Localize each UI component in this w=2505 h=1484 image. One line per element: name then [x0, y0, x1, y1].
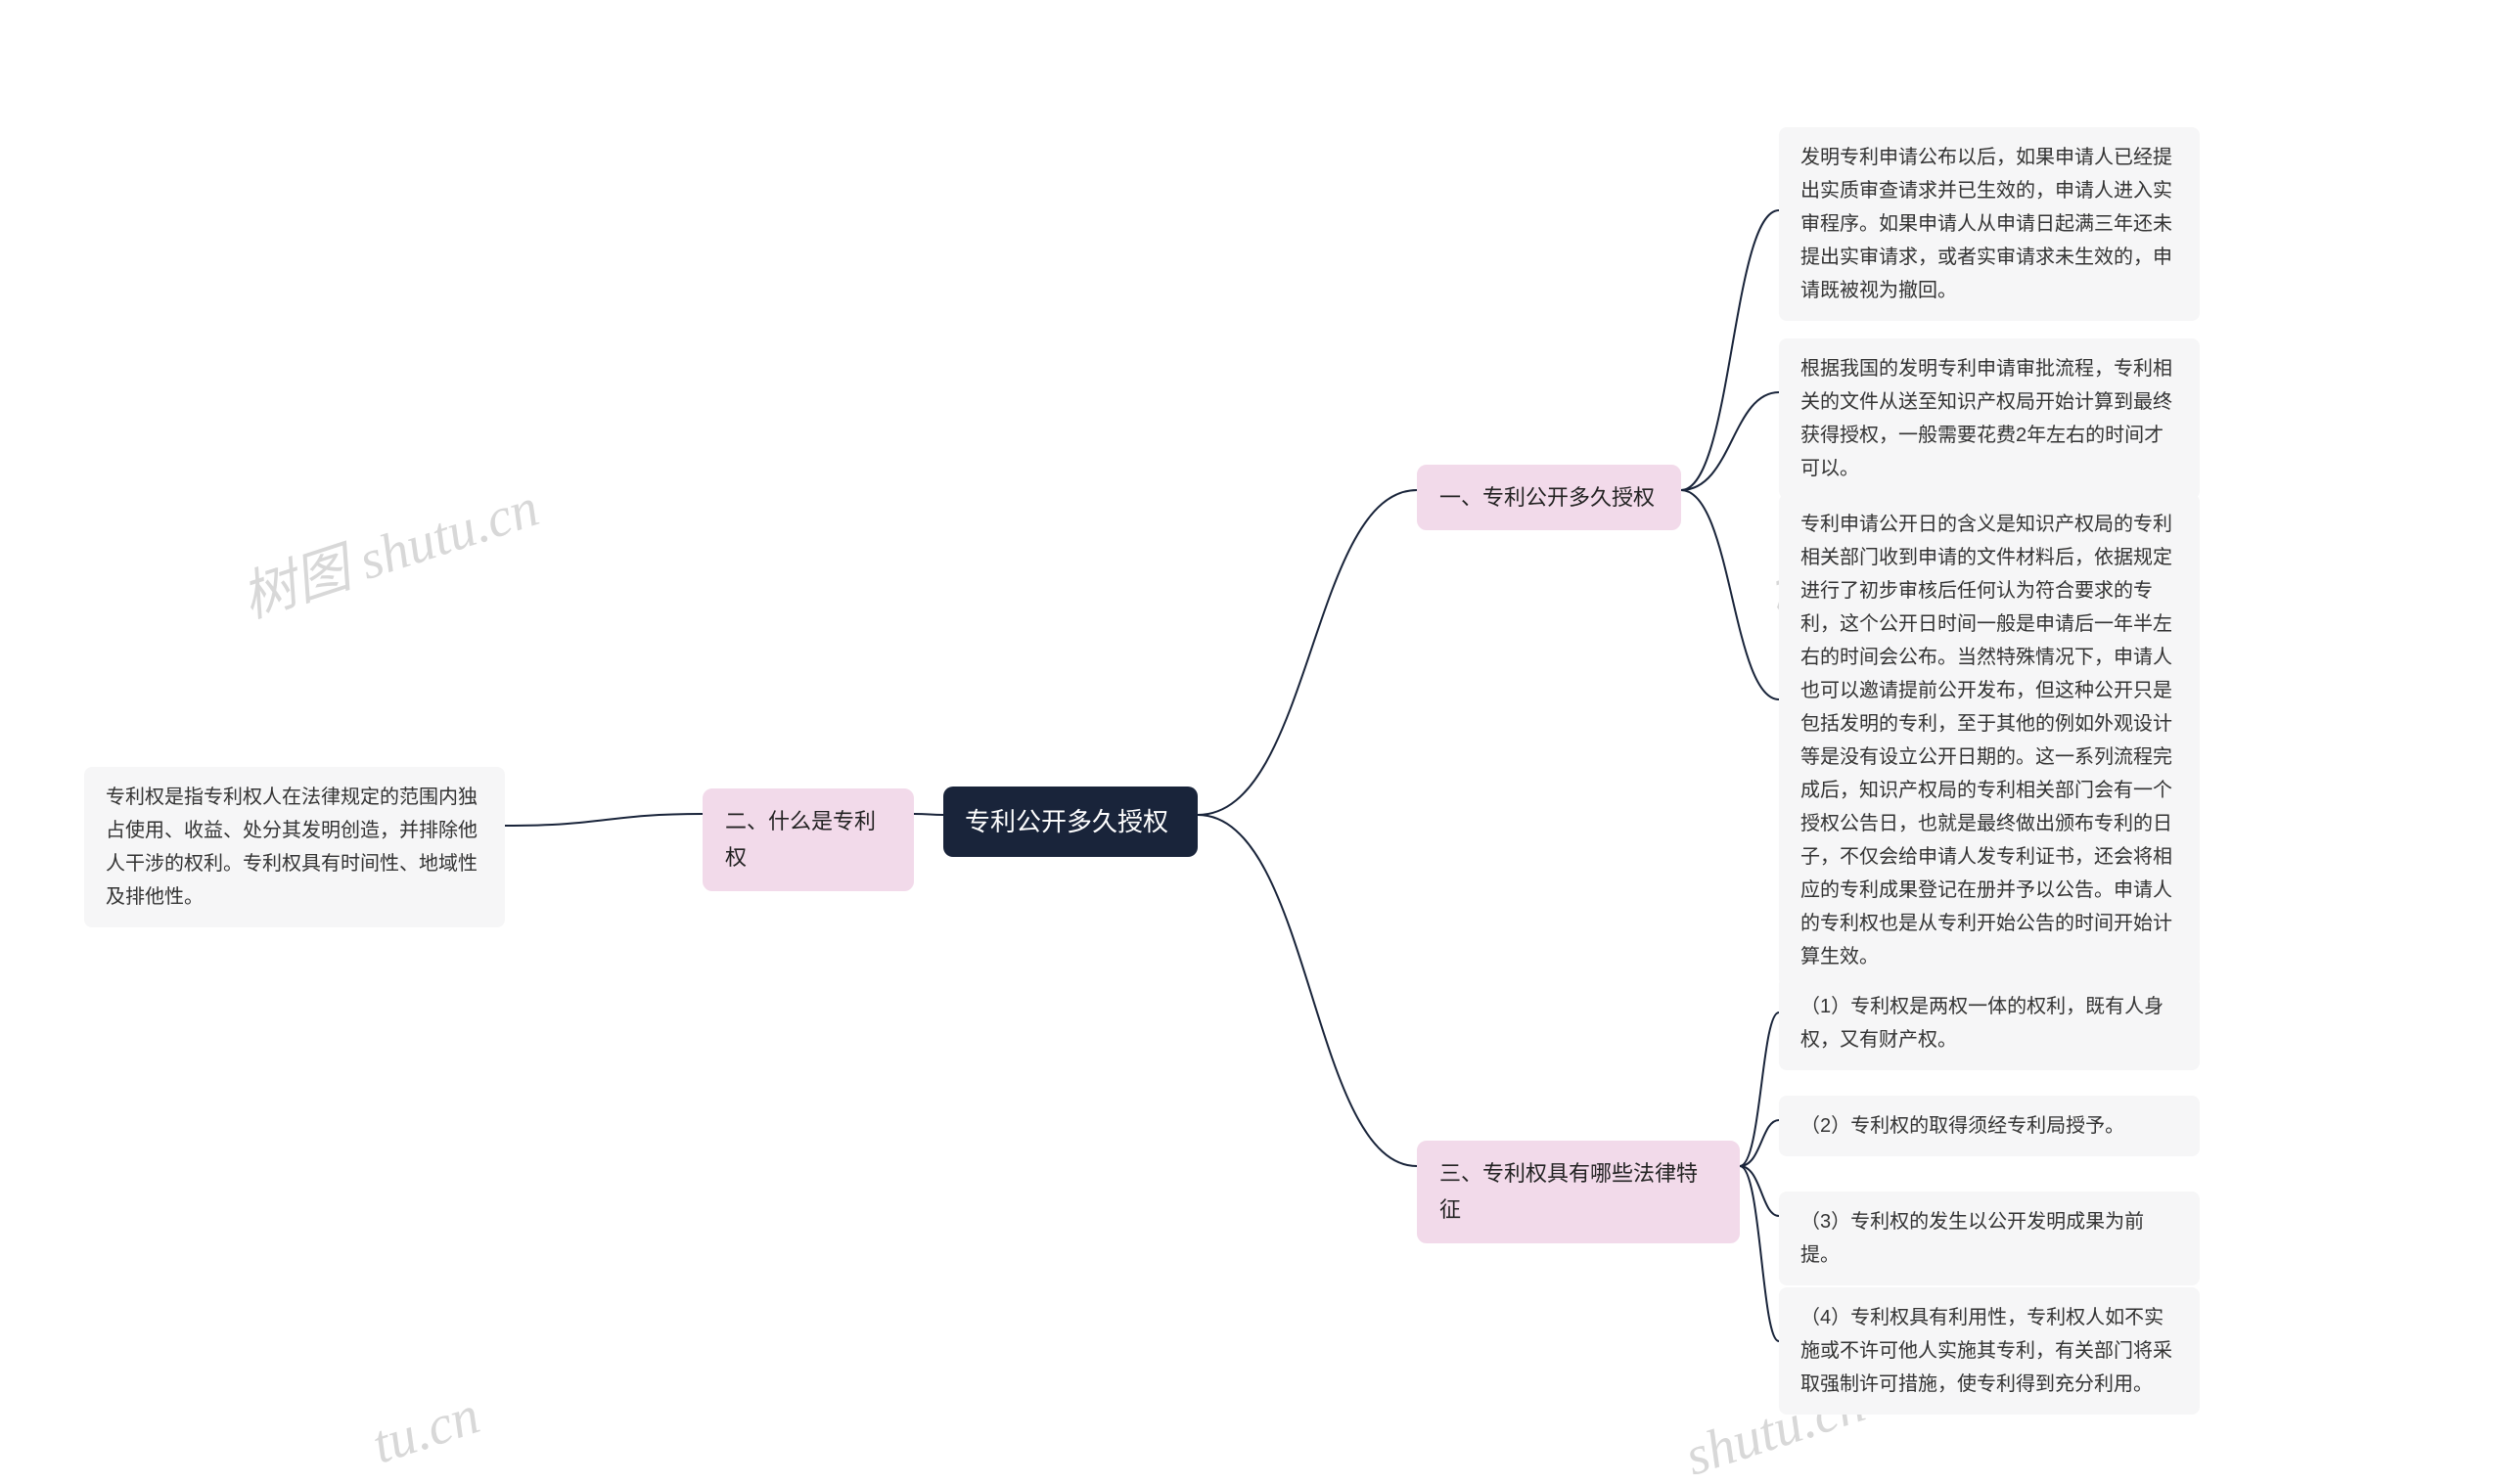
mindmap-canvas: 树图 shutu.cn 树图 shutu.cn shutu.cn tu.cn 专…: [0, 0, 2505, 1484]
root-node[interactable]: 专利公开多久授权: [943, 787, 1198, 857]
watermark: 树图 shutu.cn: [230, 463, 547, 633]
branch-node-2[interactable]: 二、什么是专利权: [703, 788, 914, 891]
leaf-node-3b[interactable]: （2）专利权的取得须经专利局授予。: [1779, 1096, 2200, 1156]
leaf-node-2a[interactable]: 专利权是指专利权人在法律规定的范围内独占使用、收益、处分其发明创造，并排除他人干…: [84, 767, 505, 927]
branch-node-3[interactable]: 三、专利权具有哪些法律特征: [1417, 1141, 1740, 1243]
leaf-node-1b[interactable]: 根据我国的发明专利申请审批流程，专利相关的文件从送至知识产权局开始计算到最终获得…: [1779, 338, 2200, 499]
leaf-node-3a[interactable]: （1）专利权是两权一体的权利，既有人身权，又有财产权。: [1779, 976, 2200, 1070]
leaf-node-1a[interactable]: 发明专利申请公布以后，如果申请人已经提出实质审查请求并已生效的，申请人进入实审程…: [1779, 127, 2200, 321]
leaf-node-1c[interactable]: 专利申请公开日的含义是知识产权局的专利相关部门收到申请的文件材料后，依据规定进行…: [1779, 494, 2200, 987]
watermark: tu.cn: [365, 1384, 487, 1477]
leaf-node-3d[interactable]: （4）专利权具有利用性，专利权人如不实施或不许可他人实施其专利，有关部门将采取强…: [1779, 1287, 2200, 1415]
leaf-node-3c[interactable]: （3）专利权的发生以公开发明成果为前提。: [1779, 1192, 2200, 1285]
branch-node-1[interactable]: 一、专利公开多久授权: [1417, 465, 1681, 530]
